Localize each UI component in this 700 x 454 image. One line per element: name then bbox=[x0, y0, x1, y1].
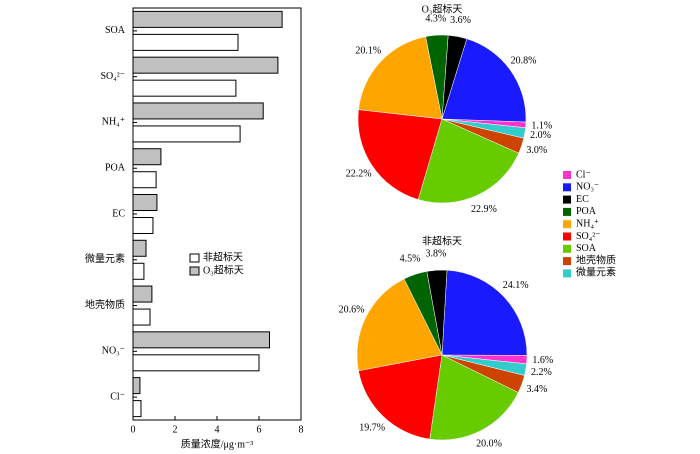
legend-label: Cl⁻ bbox=[576, 169, 591, 180]
legend-label: NH₄⁺ bbox=[576, 218, 599, 229]
bar bbox=[132, 377, 141, 395]
slice-label: 2.0% bbox=[530, 130, 551, 141]
legend-label: EC bbox=[576, 194, 589, 205]
legend-swatch bbox=[563, 207, 571, 216]
slice-label: 3.8% bbox=[425, 248, 446, 259]
pie-slice bbox=[441, 38, 527, 123]
slice-label: 24.1% bbox=[503, 280, 529, 291]
legend-label: NO₃⁻ bbox=[576, 182, 599, 193]
legend-swatch bbox=[563, 220, 571, 229]
pie-slice bbox=[357, 109, 443, 200]
slice-label: 3.0% bbox=[526, 145, 547, 156]
bar bbox=[132, 285, 153, 303]
legend-label: 地壳物质 bbox=[576, 253, 616, 266]
pie-slice bbox=[441, 354, 527, 376]
slice-label: 20.1% bbox=[355, 46, 381, 57]
slice-label: 3.4% bbox=[526, 384, 547, 395]
y-tick-label: SOA bbox=[105, 25, 126, 36]
y-tick-label: POA bbox=[105, 163, 126, 174]
x-tick-label: 6 bbox=[257, 424, 262, 435]
pie-slice bbox=[358, 354, 443, 440]
bar bbox=[132, 148, 162, 166]
legend-label: 微量元素 bbox=[576, 266, 616, 279]
pie-slice bbox=[441, 269, 528, 356]
bar bbox=[132, 171, 157, 189]
pie-title: 非超标天 bbox=[422, 234, 462, 247]
legend-swatch bbox=[563, 232, 571, 241]
bar bbox=[132, 308, 151, 326]
legend-label: O₃超标天 bbox=[203, 263, 244, 276]
legend-label: POA bbox=[576, 206, 597, 217]
bar bbox=[132, 56, 279, 74]
y-tick-label: SO₄²⁻ bbox=[100, 71, 125, 82]
pie-slice bbox=[356, 278, 443, 372]
legend-swatch bbox=[189, 266, 200, 276]
slice-label: 19.7% bbox=[359, 422, 385, 433]
pie-slice bbox=[429, 354, 519, 441]
bar bbox=[132, 239, 147, 257]
bar bbox=[132, 79, 237, 97]
y-tick-label: 微量元素 bbox=[85, 252, 125, 265]
legend-swatch bbox=[189, 253, 200, 263]
slice-label: 1.6% bbox=[532, 355, 553, 366]
pie-slice bbox=[417, 118, 520, 204]
bar bbox=[132, 262, 145, 280]
bar bbox=[132, 10, 283, 28]
bar bbox=[132, 400, 142, 418]
slice-label: 22.2% bbox=[346, 169, 372, 180]
legend-swatch bbox=[563, 244, 571, 253]
slice-label: 20.8% bbox=[511, 55, 537, 66]
x-axis-label: 质量浓度/μg·m⁻³ bbox=[181, 437, 254, 450]
y-tick-label: EC bbox=[112, 208, 125, 219]
y-tick-label: 地壳物质 bbox=[85, 298, 125, 311]
bar bbox=[132, 102, 264, 120]
slice-label: 20.0% bbox=[476, 439, 502, 450]
pie-slice bbox=[441, 118, 526, 139]
bar bbox=[132, 33, 239, 51]
pie-slice bbox=[358, 36, 443, 120]
y-tick-label: NO₃⁻ bbox=[102, 346, 125, 357]
legend-label: 非超标天 bbox=[203, 250, 243, 263]
y-tick-label: Cl⁻ bbox=[110, 391, 125, 402]
legend-label: SO₄²⁻ bbox=[576, 231, 601, 242]
bar bbox=[132, 354, 260, 372]
x-tick-label: 8 bbox=[299, 424, 304, 435]
bar bbox=[132, 194, 158, 211]
bar bbox=[132, 217, 154, 234]
pie-title: O₃超标天 bbox=[422, 2, 463, 15]
slice-label: 1.1% bbox=[531, 120, 552, 131]
slice-label: 3.6% bbox=[450, 15, 471, 26]
slice-label: 4.3% bbox=[425, 13, 446, 24]
x-tick-label: 0 bbox=[131, 424, 136, 435]
legend-swatch bbox=[563, 257, 571, 266]
x-tick-label: 2 bbox=[173, 424, 178, 435]
x-tick-label: 4 bbox=[215, 424, 220, 435]
legend-swatch bbox=[563, 195, 571, 204]
legend-label: SOA bbox=[576, 243, 597, 254]
legend-swatch bbox=[563, 183, 571, 192]
bar bbox=[132, 331, 270, 349]
y-tick-label: NH₄⁺ bbox=[102, 117, 125, 128]
slice-label: 2.2% bbox=[531, 367, 552, 378]
slice-label: 22.9% bbox=[471, 204, 497, 215]
slice-label: 4.5% bbox=[400, 253, 421, 264]
legend-swatch bbox=[563, 269, 571, 278]
bar bbox=[132, 125, 241, 143]
legend-swatch bbox=[563, 171, 571, 179]
slice-label: 20.6% bbox=[339, 304, 365, 315]
